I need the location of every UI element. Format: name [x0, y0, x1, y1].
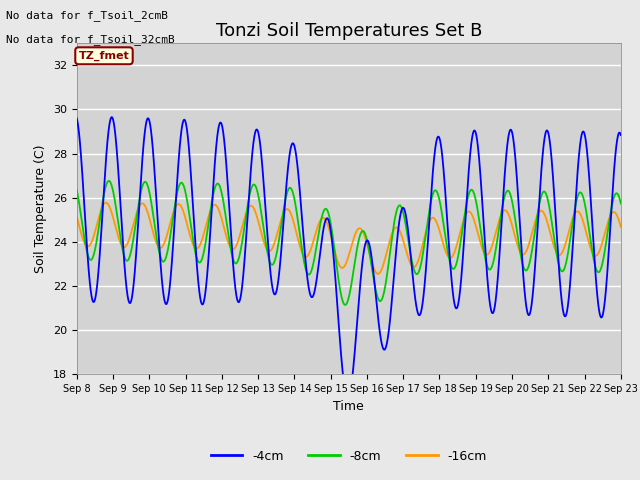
Legend: -4cm, -8cm, -16cm: -4cm, -8cm, -16cm — [205, 444, 492, 468]
Text: TZ_fmet: TZ_fmet — [79, 51, 129, 61]
X-axis label: Time: Time — [333, 400, 364, 413]
Title: Tonzi Soil Temperatures Set B: Tonzi Soil Temperatures Set B — [216, 22, 482, 40]
Text: No data for f_Tsoil_32cmB: No data for f_Tsoil_32cmB — [6, 34, 175, 45]
Y-axis label: Soil Temperature (C): Soil Temperature (C) — [35, 144, 47, 273]
Text: No data for f_Tsoil_2cmB: No data for f_Tsoil_2cmB — [6, 10, 168, 21]
